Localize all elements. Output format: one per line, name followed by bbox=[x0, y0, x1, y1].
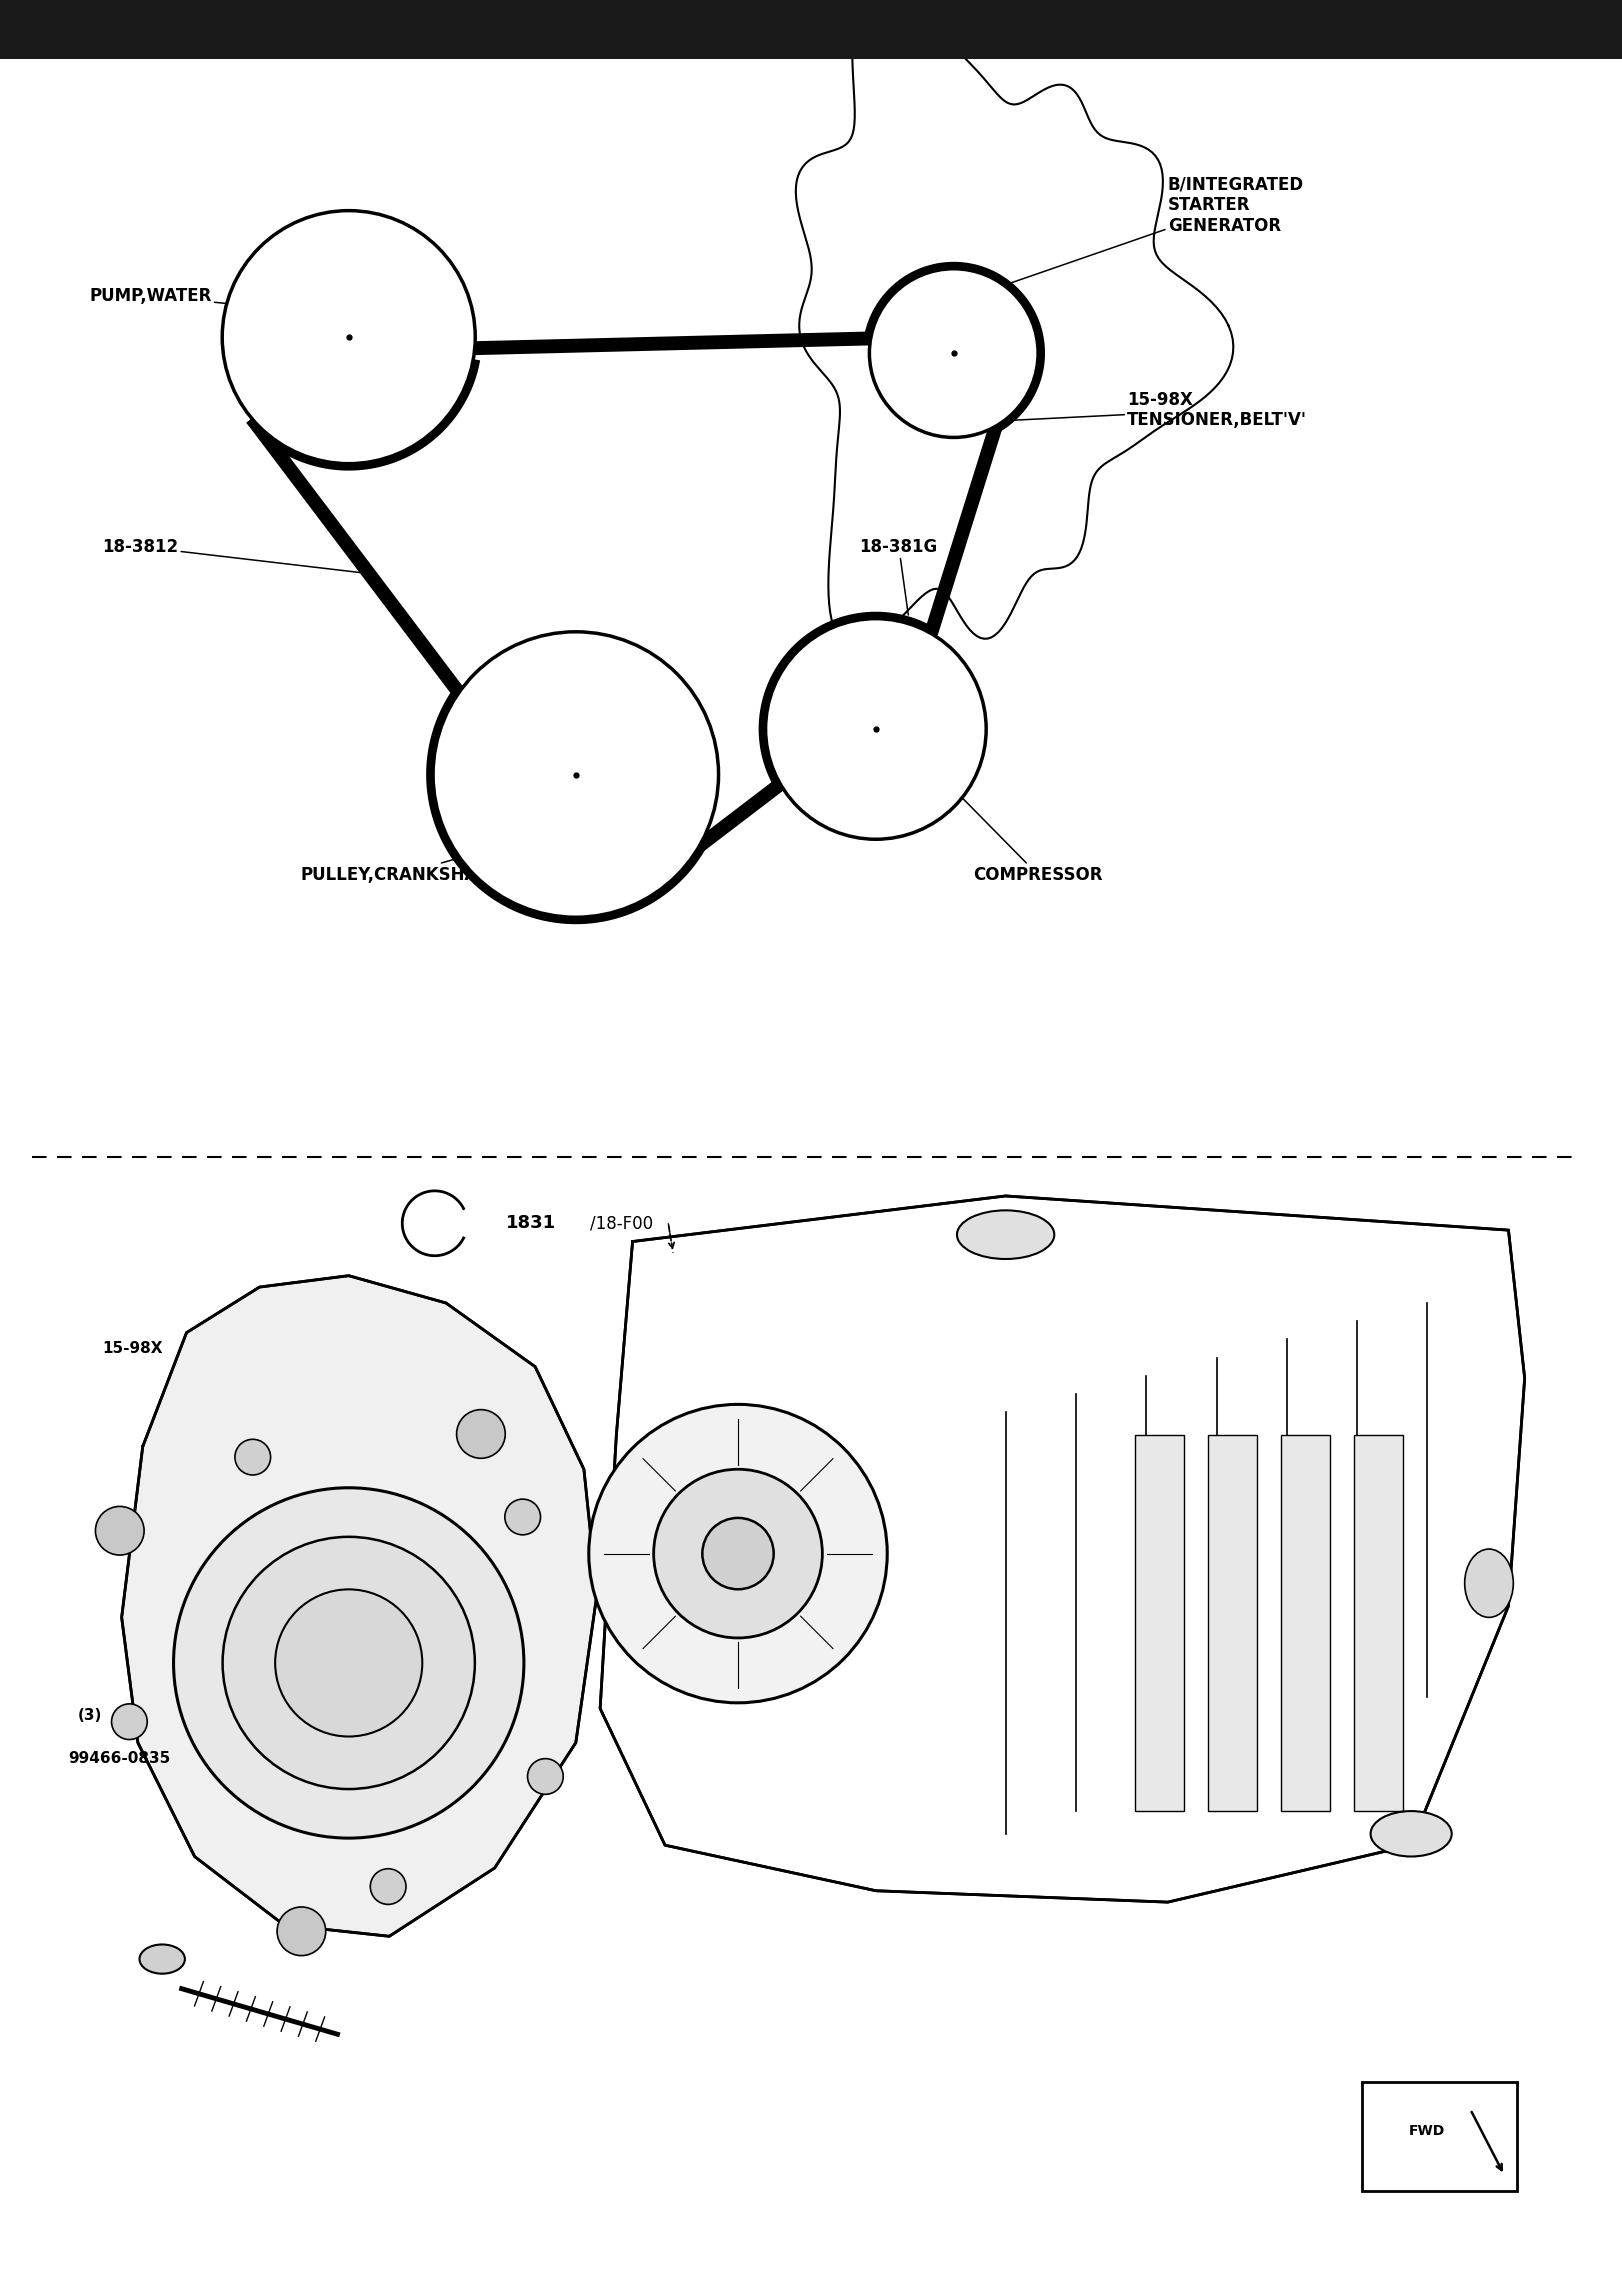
Text: (3): (3) bbox=[78, 1708, 102, 1722]
Bar bbox=[1135, 1435, 1184, 1811]
Ellipse shape bbox=[702, 1517, 774, 1590]
Ellipse shape bbox=[527, 1759, 563, 1795]
Text: 1831: 1831 bbox=[506, 1214, 556, 1232]
Ellipse shape bbox=[504, 1499, 540, 1535]
Bar bbox=[1208, 1435, 1257, 1811]
Ellipse shape bbox=[869, 269, 1038, 437]
Text: 15-98X
TENSIONER,BELT'V': 15-98X TENSIONER,BELT'V' bbox=[989, 390, 1307, 431]
Text: 99466-0835: 99466-0835 bbox=[68, 1752, 170, 1765]
Circle shape bbox=[1465, 1549, 1513, 1617]
Ellipse shape bbox=[766, 620, 986, 838]
Text: FWD: FWD bbox=[1408, 2125, 1445, 2139]
Polygon shape bbox=[600, 1196, 1525, 1902]
Ellipse shape bbox=[457, 1410, 506, 1458]
Ellipse shape bbox=[222, 210, 475, 465]
Ellipse shape bbox=[235, 1440, 271, 1474]
Ellipse shape bbox=[277, 1907, 326, 1955]
Text: 18-3812: 18-3812 bbox=[102, 538, 373, 574]
Text: B/INTEGRATED
STARTER
GENERATOR: B/INTEGRATED STARTER GENERATOR bbox=[1006, 175, 1304, 285]
Text: 15-98X: 15-98X bbox=[102, 1342, 162, 1355]
Ellipse shape bbox=[370, 1868, 406, 1904]
Ellipse shape bbox=[139, 1945, 185, 1973]
Text: PULLEY,CRANKSHAFT: PULLEY,CRANKSHAFT bbox=[300, 825, 576, 884]
Text: 18-381G: 18-381G bbox=[860, 538, 938, 615]
Polygon shape bbox=[122, 1276, 597, 1936]
Ellipse shape bbox=[957, 1210, 1054, 1260]
Ellipse shape bbox=[654, 1469, 822, 1638]
Bar bbox=[1354, 1435, 1403, 1811]
Text: PUMP,WATER: PUMP,WATER bbox=[89, 287, 341, 314]
Ellipse shape bbox=[96, 1506, 144, 1556]
Ellipse shape bbox=[589, 1403, 887, 1704]
Ellipse shape bbox=[222, 1538, 475, 1788]
FancyBboxPatch shape bbox=[0, 0, 1622, 59]
Ellipse shape bbox=[276, 1590, 422, 1736]
Ellipse shape bbox=[1371, 1811, 1452, 1857]
Text: /18-F00: /18-F00 bbox=[590, 1214, 654, 1232]
Text: COMPRESSOR: COMPRESSOR bbox=[921, 756, 1103, 884]
Ellipse shape bbox=[433, 631, 719, 918]
Ellipse shape bbox=[112, 1704, 148, 1740]
Ellipse shape bbox=[174, 1488, 524, 1838]
Bar bbox=[1281, 1435, 1330, 1811]
Bar bbox=[1362, 2082, 1517, 2191]
